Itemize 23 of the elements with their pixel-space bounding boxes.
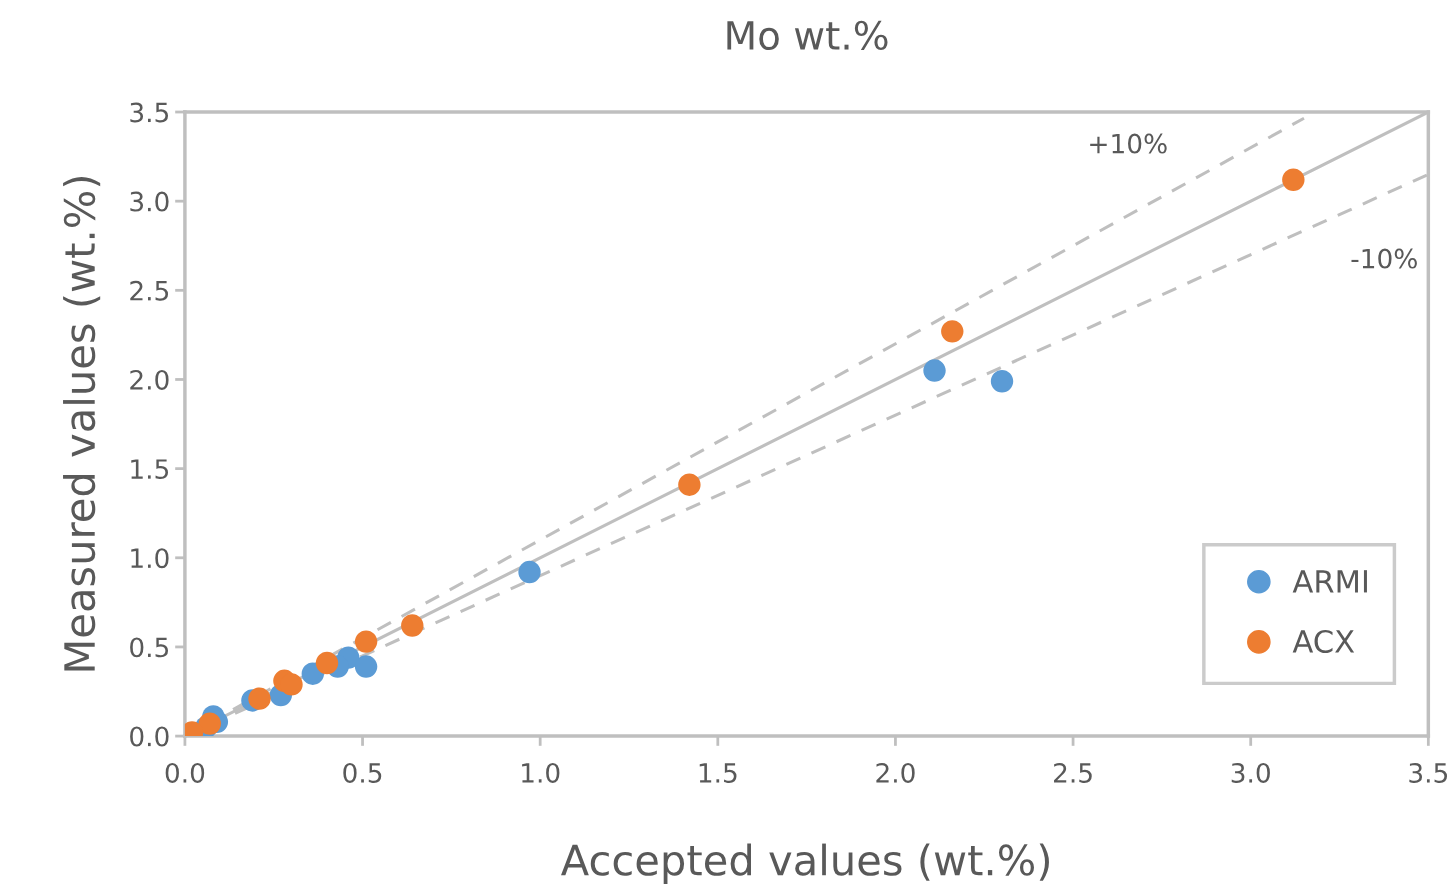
y-tick-label: 3.5	[130, 102, 169, 123]
x-tick-label: 3.0	[1231, 762, 1270, 783]
x-tick-label: 1.5	[699, 763, 737, 783]
y-axis-title: Measured values (wt.%)	[63, 176, 101, 671]
x-tick-label: 1.0	[522, 762, 560, 783]
y-tick-label: 0.5	[130, 637, 169, 658]
y-tick-label: 1.0	[131, 548, 169, 569]
x-tick-label: 0.5	[343, 762, 382, 783]
legend-label: ARMI	[1292, 570, 1367, 593]
x-tick-label: 2.5	[1054, 762, 1092, 783]
legend-label: ACX	[1292, 629, 1355, 653]
y-tick-label: 3.0	[130, 191, 169, 212]
x-tick-label: 2.0	[876, 762, 915, 783]
y-tick-label: 2.5	[130, 280, 169, 301]
chart-title: Mo wt.%	[727, 20, 888, 51]
y-tick-label: 1.5	[131, 459, 169, 480]
y-tick-label: 0.0	[130, 726, 169, 747]
x-axis-title: Accepted values (wt.%)	[561, 843, 1049, 884]
x-tick-label: 3.5	[1409, 762, 1448, 783]
annotation: +10%	[1090, 133, 1167, 154]
x-tick-label: 0.0	[165, 762, 205, 783]
annotation: -10%	[1351, 248, 1417, 269]
y-tick-label: 2.0	[130, 369, 169, 390]
